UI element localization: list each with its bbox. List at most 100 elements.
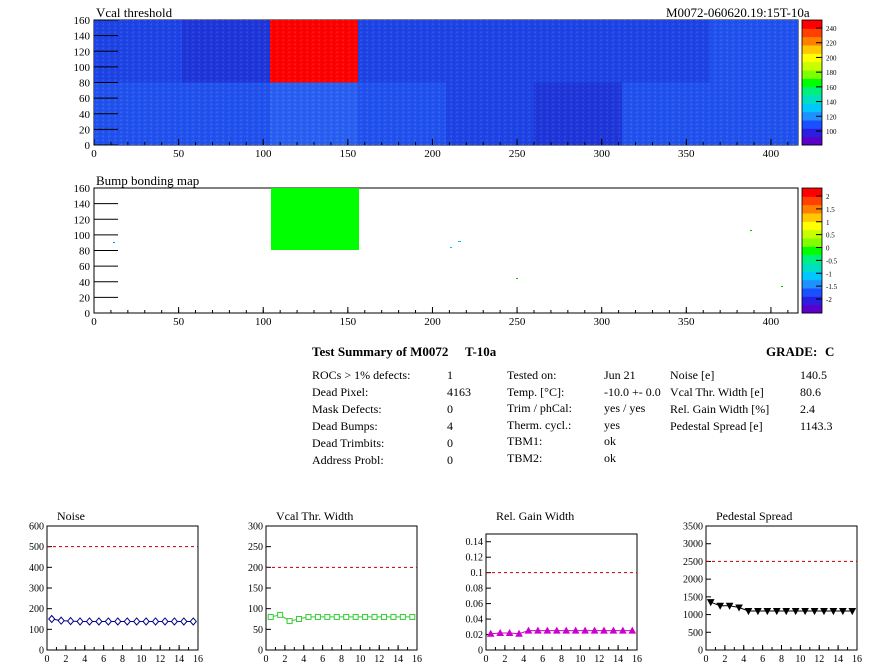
data-point bbox=[524, 626, 533, 634]
data-point bbox=[48, 614, 56, 624]
x-tick-label: 0 bbox=[484, 654, 489, 665]
bump-bonding-palette: -2 -1.5 -1 -0.5 0 0.5 1 1.5 2 bbox=[801, 187, 838, 314]
palette-swatch bbox=[802, 196, 822, 206]
summary-temp-tag: T-10a bbox=[465, 344, 497, 359]
y-tick-label: 3500 bbox=[683, 522, 703, 533]
palette-tick-label: 1.5 bbox=[826, 206, 835, 214]
palette-swatch bbox=[802, 61, 822, 71]
y-tick-label: 20 bbox=[79, 124, 91, 136]
defect-label: ROCs > 1% defects: bbox=[312, 368, 411, 382]
defect-label: Dead Bumps: bbox=[312, 419, 378, 433]
x-tick-label: 400 bbox=[763, 316, 780, 328]
defect-label: Dead Trimbits: bbox=[312, 436, 385, 450]
y-tick-label: 160 bbox=[74, 15, 91, 27]
x-tick-label: 200 bbox=[424, 148, 441, 160]
y-tick-label: 40 bbox=[79, 109, 91, 121]
bump-defect-dot bbox=[516, 278, 518, 279]
y-tick-label: 0.1 bbox=[471, 568, 484, 579]
data-point bbox=[57, 616, 65, 625]
y-tick-label: 500 bbox=[688, 628, 703, 639]
x-tick-label: 16 bbox=[852, 654, 862, 665]
performance-value: 2.4 bbox=[800, 402, 815, 416]
condition-value: -10.0 +- 0.0 bbox=[604, 384, 661, 399]
palette-swatch bbox=[802, 229, 822, 239]
palette-swatch bbox=[802, 246, 822, 256]
data-point bbox=[104, 617, 113, 626]
condition-value: Jun 21 bbox=[604, 368, 636, 382]
palette-swatch bbox=[802, 238, 822, 247]
data-point bbox=[170, 617, 179, 626]
palette-swatch bbox=[802, 254, 822, 264]
defect-value: 4163 bbox=[447, 385, 471, 399]
data-point bbox=[132, 617, 141, 626]
y-tick-label: 80 bbox=[79, 246, 91, 258]
x-tick-label: 10 bbox=[136, 654, 146, 665]
x-tick-label: 2 bbox=[722, 654, 727, 665]
vcal-threshold-map: 0 50 100 150 200 250 300 350 4000204060801001201… bbox=[74, 15, 799, 160]
defect-value: 4 bbox=[447, 419, 453, 433]
performance-label: Rel. Gain Width [%] bbox=[670, 402, 770, 416]
palette-tick-label: 220 bbox=[826, 40, 837, 48]
condition-value: ok bbox=[604, 434, 616, 448]
data-point bbox=[180, 617, 188, 626]
data-point bbox=[371, 613, 378, 620]
map1-title: Vcal threshold bbox=[96, 5, 173, 20]
palette-swatch bbox=[802, 263, 822, 272]
y-tick-label: 20 bbox=[79, 292, 91, 304]
palette-swatch bbox=[802, 136, 822, 146]
performance-label: Pedestal Spread [e] bbox=[670, 419, 763, 433]
data-point bbox=[772, 608, 781, 616]
series-line bbox=[270, 614, 413, 622]
data-point bbox=[142, 617, 150, 626]
data-point bbox=[810, 608, 819, 616]
palette-swatch bbox=[802, 53, 822, 63]
summary-chart-4: Pedestal Spread 0 500 1000 1500 2000 2500 3000 3… bbox=[683, 509, 862, 665]
palette-tick-label: -1 bbox=[826, 270, 832, 278]
data-point bbox=[161, 617, 169, 626]
bump-defect-dot bbox=[750, 230, 752, 231]
x-tick-label: 8 bbox=[779, 654, 784, 665]
defect-value: 0 bbox=[447, 453, 453, 467]
x-tick-label: 16 bbox=[412, 654, 422, 665]
y-tick-label: 1500 bbox=[683, 592, 703, 603]
palette-swatch bbox=[802, 45, 822, 54]
y-tick-label: 2000 bbox=[683, 575, 703, 586]
x-tick-label: 6 bbox=[760, 654, 765, 665]
vcal-threshold-palette: 100 120 140 160 180 200 220 240 bbox=[801, 19, 837, 146]
data-point bbox=[123, 617, 131, 626]
y-tick-label: 1000 bbox=[683, 610, 703, 621]
x-tick-label: 350 bbox=[678, 316, 695, 328]
y-tick-label: 100 bbox=[74, 230, 91, 242]
data-point bbox=[839, 608, 847, 616]
chart-title: Pedestal Spread bbox=[716, 509, 792, 523]
condition-value: yes / yes bbox=[604, 401, 646, 415]
y-tick-label: 0.08 bbox=[466, 584, 484, 595]
x-tick-label: 14 bbox=[393, 654, 403, 665]
palette-swatch bbox=[802, 279, 822, 289]
x-tick-label: 4 bbox=[741, 654, 746, 665]
map2-title: Bump bonding map bbox=[96, 173, 200, 188]
data-point bbox=[296, 616, 303, 622]
data-point bbox=[609, 626, 618, 634]
x-tick-label: 0 bbox=[45, 654, 50, 665]
data-point bbox=[716, 602, 724, 610]
palette-tick-label: 200 bbox=[826, 54, 837, 62]
palette-tick-label: -1.5 bbox=[826, 283, 838, 291]
data-point bbox=[848, 608, 857, 616]
condition-value: yes bbox=[604, 417, 620, 432]
bump-defect-dot bbox=[781, 286, 783, 287]
palette-tick-label: 0.5 bbox=[826, 232, 835, 240]
y-tick-label: 60 bbox=[79, 93, 91, 105]
y-tick-label: 0 bbox=[698, 646, 703, 657]
palette-swatch bbox=[802, 28, 822, 38]
x-tick-label: 2 bbox=[502, 654, 507, 665]
y-tick-label: 200 bbox=[29, 604, 44, 615]
data-point bbox=[409, 613, 416, 620]
data-point bbox=[515, 629, 523, 637]
data-point bbox=[305, 613, 312, 620]
series-line bbox=[710, 601, 853, 612]
x-tick-label: 12 bbox=[374, 654, 384, 665]
x-tick-label: 0 bbox=[91, 316, 97, 328]
performance-label: Vcal Thr. Width [e] bbox=[670, 385, 764, 399]
condition-label: TBM2: bbox=[507, 450, 543, 465]
